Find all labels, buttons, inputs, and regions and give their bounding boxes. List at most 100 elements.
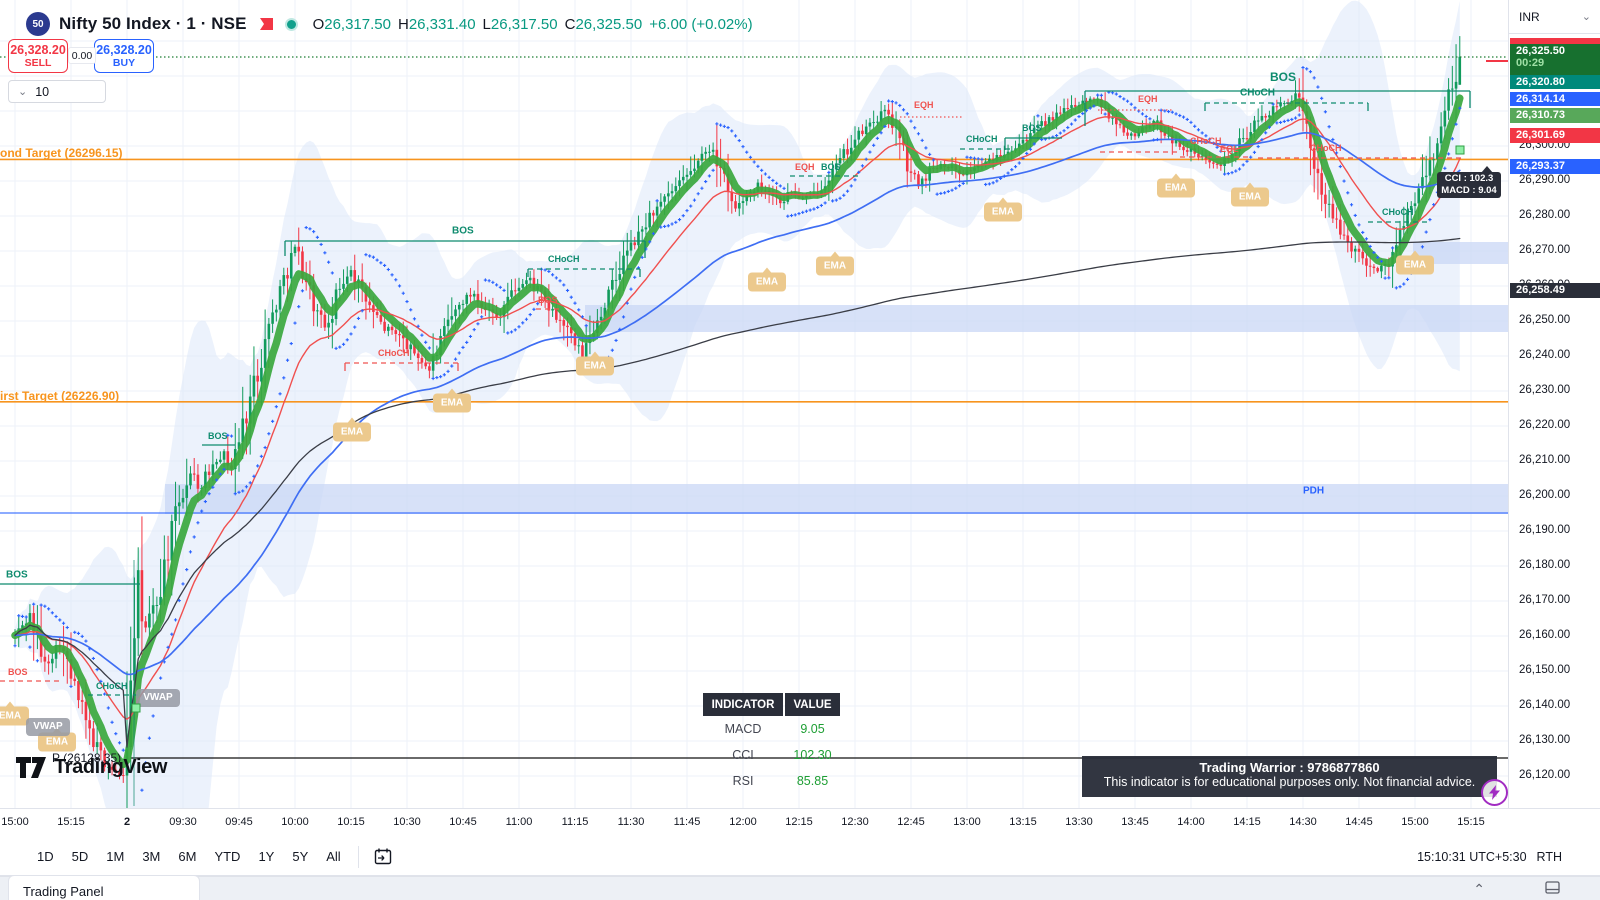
time-tick-label: 13:15 xyxy=(1009,816,1037,828)
chart-area[interactable]: BOS BOS BOS BOS EQH BOS BOS CHoCH CHoCH CHoCH CHoC… xyxy=(0,0,1508,808)
tradingview-logo[interactable]: TradingView xyxy=(16,756,167,779)
collapse-panel-icon[interactable]: ⌃ xyxy=(1473,881,1485,897)
time-tick-label: 10:30 xyxy=(393,816,421,828)
price-tick-label: 26,170.00 xyxy=(1519,594,1571,606)
tooltip-cci: CCI : 102.3 xyxy=(1444,173,1494,184)
sell-button[interactable]: 26,328.20 SELL xyxy=(8,39,68,73)
spread-value: 0.00 xyxy=(68,47,96,64)
quantity-value: 10 xyxy=(35,84,50,99)
price-tick-label: 26,180.00 xyxy=(1519,559,1571,571)
time-tick-label: 10:15 xyxy=(337,816,365,828)
buy-button[interactable]: 26,328.20 BUY xyxy=(94,39,154,73)
time-axis[interactable]: 15:00 15:15 2 09:30 09:45 10:00 10:15 10:30 10:4… xyxy=(0,808,1600,838)
currency-label: INR xyxy=(1519,9,1540,24)
time-tick-label: 14:30 xyxy=(1289,816,1317,828)
quantity-selector[interactable]: ⌄ 10 xyxy=(8,80,106,103)
tradingview-wordmark: TradingView xyxy=(54,756,168,778)
price-tick-label: 26,210.00 xyxy=(1519,454,1571,466)
range-button-6m[interactable]: 6M xyxy=(178,849,197,864)
range-button-all[interactable]: All xyxy=(326,849,341,864)
candlestick-chart xyxy=(0,0,1508,808)
time-tick-label: 12:30 xyxy=(841,816,869,828)
symbol-title[interactable]: Nifty 50 Index · 1 · NSE xyxy=(59,14,247,33)
price-tick-label: 26,290.00 xyxy=(1519,174,1571,186)
clock[interactable]: 15:10:31 UTC+5:30 xyxy=(1417,850,1527,864)
structure-lines xyxy=(0,56,1508,806)
price-badge: 26,320.80 xyxy=(1510,75,1600,89)
price-badge: 26,301.69 xyxy=(1510,128,1600,143)
price-tick-label: 26,200.00 xyxy=(1519,489,1571,501)
time-tick-label: 11:45 xyxy=(673,816,701,828)
indicator-row: RSI 85.85 xyxy=(732,774,829,788)
range-switcher: 1D 5D 1M 3M 6M YTD 1Y 5Y All xyxy=(30,845,348,868)
price-badge: 26,314.14 xyxy=(1510,92,1600,106)
time-tick-label: 14:00 xyxy=(1177,816,1205,828)
time-tick-label: 15:00 xyxy=(1,816,29,828)
psar-dots xyxy=(13,65,1462,792)
time-tick-label: 12:00 xyxy=(729,816,757,828)
trading-panel-tab[interactable]: Trading Panel xyxy=(8,875,200,900)
range-button-1y[interactable]: 1Y xyxy=(258,849,275,864)
range-button-3m[interactable]: 3M xyxy=(142,849,161,864)
grid xyxy=(0,0,1508,808)
panel-layout-icon[interactable] xyxy=(1545,881,1560,898)
time-tick-label: 14:45 xyxy=(1345,816,1373,828)
chevron-down-icon: ⌄ xyxy=(18,86,28,98)
price-badge: 26,325.50 00:29 xyxy=(1510,44,1600,77)
currency-dropdown[interactable]: INR ⌄ xyxy=(1509,0,1600,34)
range-button-1d[interactable]: 1D xyxy=(37,849,54,864)
price-tick-label: 26,270.00 xyxy=(1519,244,1571,256)
time-tick-label: 15:15 xyxy=(57,816,85,828)
range-button-5y[interactable]: 5Y xyxy=(292,849,309,864)
time-tick-label: 10:45 xyxy=(449,816,477,828)
indicator-row: MACD 9.05 xyxy=(724,722,825,736)
market-status-icon[interactable] xyxy=(284,17,298,31)
price-tick-label: 26,220.00 xyxy=(1519,419,1571,431)
flag-icon[interactable] xyxy=(256,14,276,34)
time-tick-label: 12:45 xyxy=(897,816,925,828)
range-button-ytd[interactable]: YTD xyxy=(214,849,241,864)
vwap-line xyxy=(14,237,1461,748)
boost-icon[interactable] xyxy=(1481,779,1508,806)
time-tick-label: 14:15 xyxy=(1233,816,1261,828)
time-tick-label: 13:00 xyxy=(953,816,981,828)
tradingview-mark-icon xyxy=(16,757,46,778)
price-tick-label: 26,140.00 xyxy=(1519,699,1571,711)
time-tick-label: 09:45 xyxy=(225,816,253,828)
supply-demand-zones xyxy=(0,242,1508,514)
volatility-cloud xyxy=(15,0,1460,808)
price-tick-label: 26,230.00 xyxy=(1519,384,1571,396)
time-tick-label: 2 xyxy=(123,816,131,828)
session-label[interactable]: RTH xyxy=(1536,850,1562,864)
price-tick-label: 26,280.00 xyxy=(1519,209,1571,221)
price-tick-label: 26,130.00 xyxy=(1519,734,1571,746)
time-tick-label: 11:15 xyxy=(561,816,589,828)
bottom-toolbar: 1D 5D 1M 3M 6M YTD 1Y 5Y All 15:10:31 UTC+5:30 R… xyxy=(0,838,1600,876)
tooltip-macd: MACD : 9.04 xyxy=(1441,185,1497,196)
go-to-date-icon[interactable] xyxy=(373,847,393,866)
range-button-5d[interactable]: 5D xyxy=(71,849,89,864)
time-tick-label: 11:00 xyxy=(505,816,533,828)
toolbar-divider xyxy=(357,845,359,868)
time-tick-label: 13:30 xyxy=(1065,816,1093,828)
indicator-tooltip: CCI : 102.3 MACD : 9.04 xyxy=(1437,166,1501,198)
indicator-table: INDICATOR VALUE MACD 9.05 CCI 102.30 RSI 85.8… xyxy=(703,693,840,794)
disclaimer-banner: Trading Warrior : 9786877860 This indica… xyxy=(1082,756,1497,797)
ema-ribbon xyxy=(11,94,1464,769)
time-tick-label: 09:30 xyxy=(169,816,197,828)
indicator-col-header: INDICATOR xyxy=(703,693,783,716)
price-axis[interactable]: INR ⌄ 26,290.0026,280.0026,270.0026,260.… xyxy=(1508,0,1600,808)
change-value: +6.00 (+0.02%) xyxy=(649,15,753,33)
time-tick-label: 11:30 xyxy=(617,816,645,828)
value-col-header: VALUE xyxy=(785,693,840,716)
price-badge: 26,293.37 xyxy=(1510,159,1600,174)
range-button-1m[interactable]: 1M xyxy=(106,849,125,864)
vendor-line: Trading Warrior : 9786877860 xyxy=(1199,760,1380,775)
time-tick-label: 10:00 xyxy=(281,816,309,828)
time-tick-label: 13:45 xyxy=(1121,816,1149,828)
price-badge: 26,258.49 xyxy=(1510,283,1600,298)
disclaimer-line: This indicator is for educational purpos… xyxy=(1103,775,1476,789)
ema-fast-line xyxy=(14,116,1461,720)
indicator-row: CCI 102.30 xyxy=(732,748,832,762)
